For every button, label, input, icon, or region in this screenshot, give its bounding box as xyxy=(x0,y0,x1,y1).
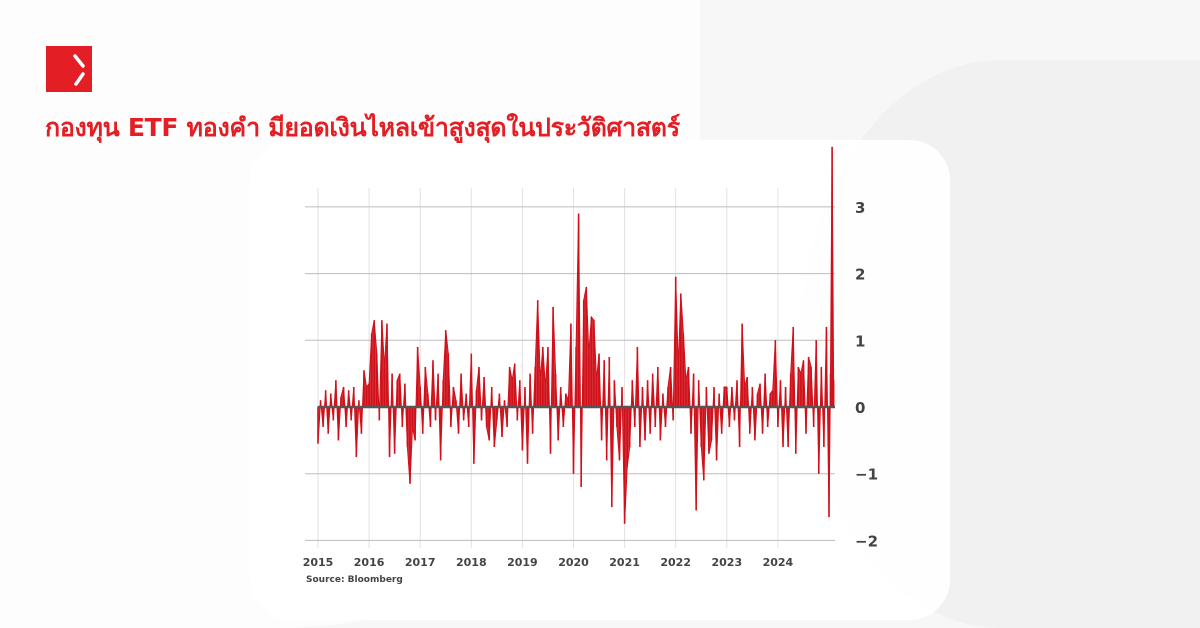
x-tick-label: 2018 xyxy=(456,556,487,569)
y-tick-label: −1 xyxy=(855,466,878,484)
x-tick-label: 2021 xyxy=(609,556,640,569)
x-tick-label: 2017 xyxy=(405,556,436,569)
y-tick-label: 1 xyxy=(855,332,865,350)
y-tick-label: 2 xyxy=(855,266,865,284)
series-area xyxy=(317,146,835,524)
x-tick-label: 2022 xyxy=(660,556,691,569)
y-tick-label: 0 xyxy=(855,399,865,417)
x-tick-label: 2023 xyxy=(711,556,742,569)
logo-icon xyxy=(46,46,92,92)
x-tick-label: 2016 xyxy=(354,556,385,569)
source-note: Source: Bloomberg xyxy=(306,575,403,585)
x-tick-label: 2024 xyxy=(763,556,794,569)
brand-logo xyxy=(46,46,92,92)
x-tick-label: 2019 xyxy=(507,556,538,569)
y-tick-label: 3 xyxy=(855,199,865,217)
x-tick-label: 2020 xyxy=(558,556,589,569)
x-tick-label: 2015 xyxy=(303,556,334,569)
page-title: กองทุน ETF ทองคำ มียอดเงินไหลเข้าสูงสุดใ… xyxy=(45,113,680,142)
y-tick-label: −2 xyxy=(855,532,878,550)
